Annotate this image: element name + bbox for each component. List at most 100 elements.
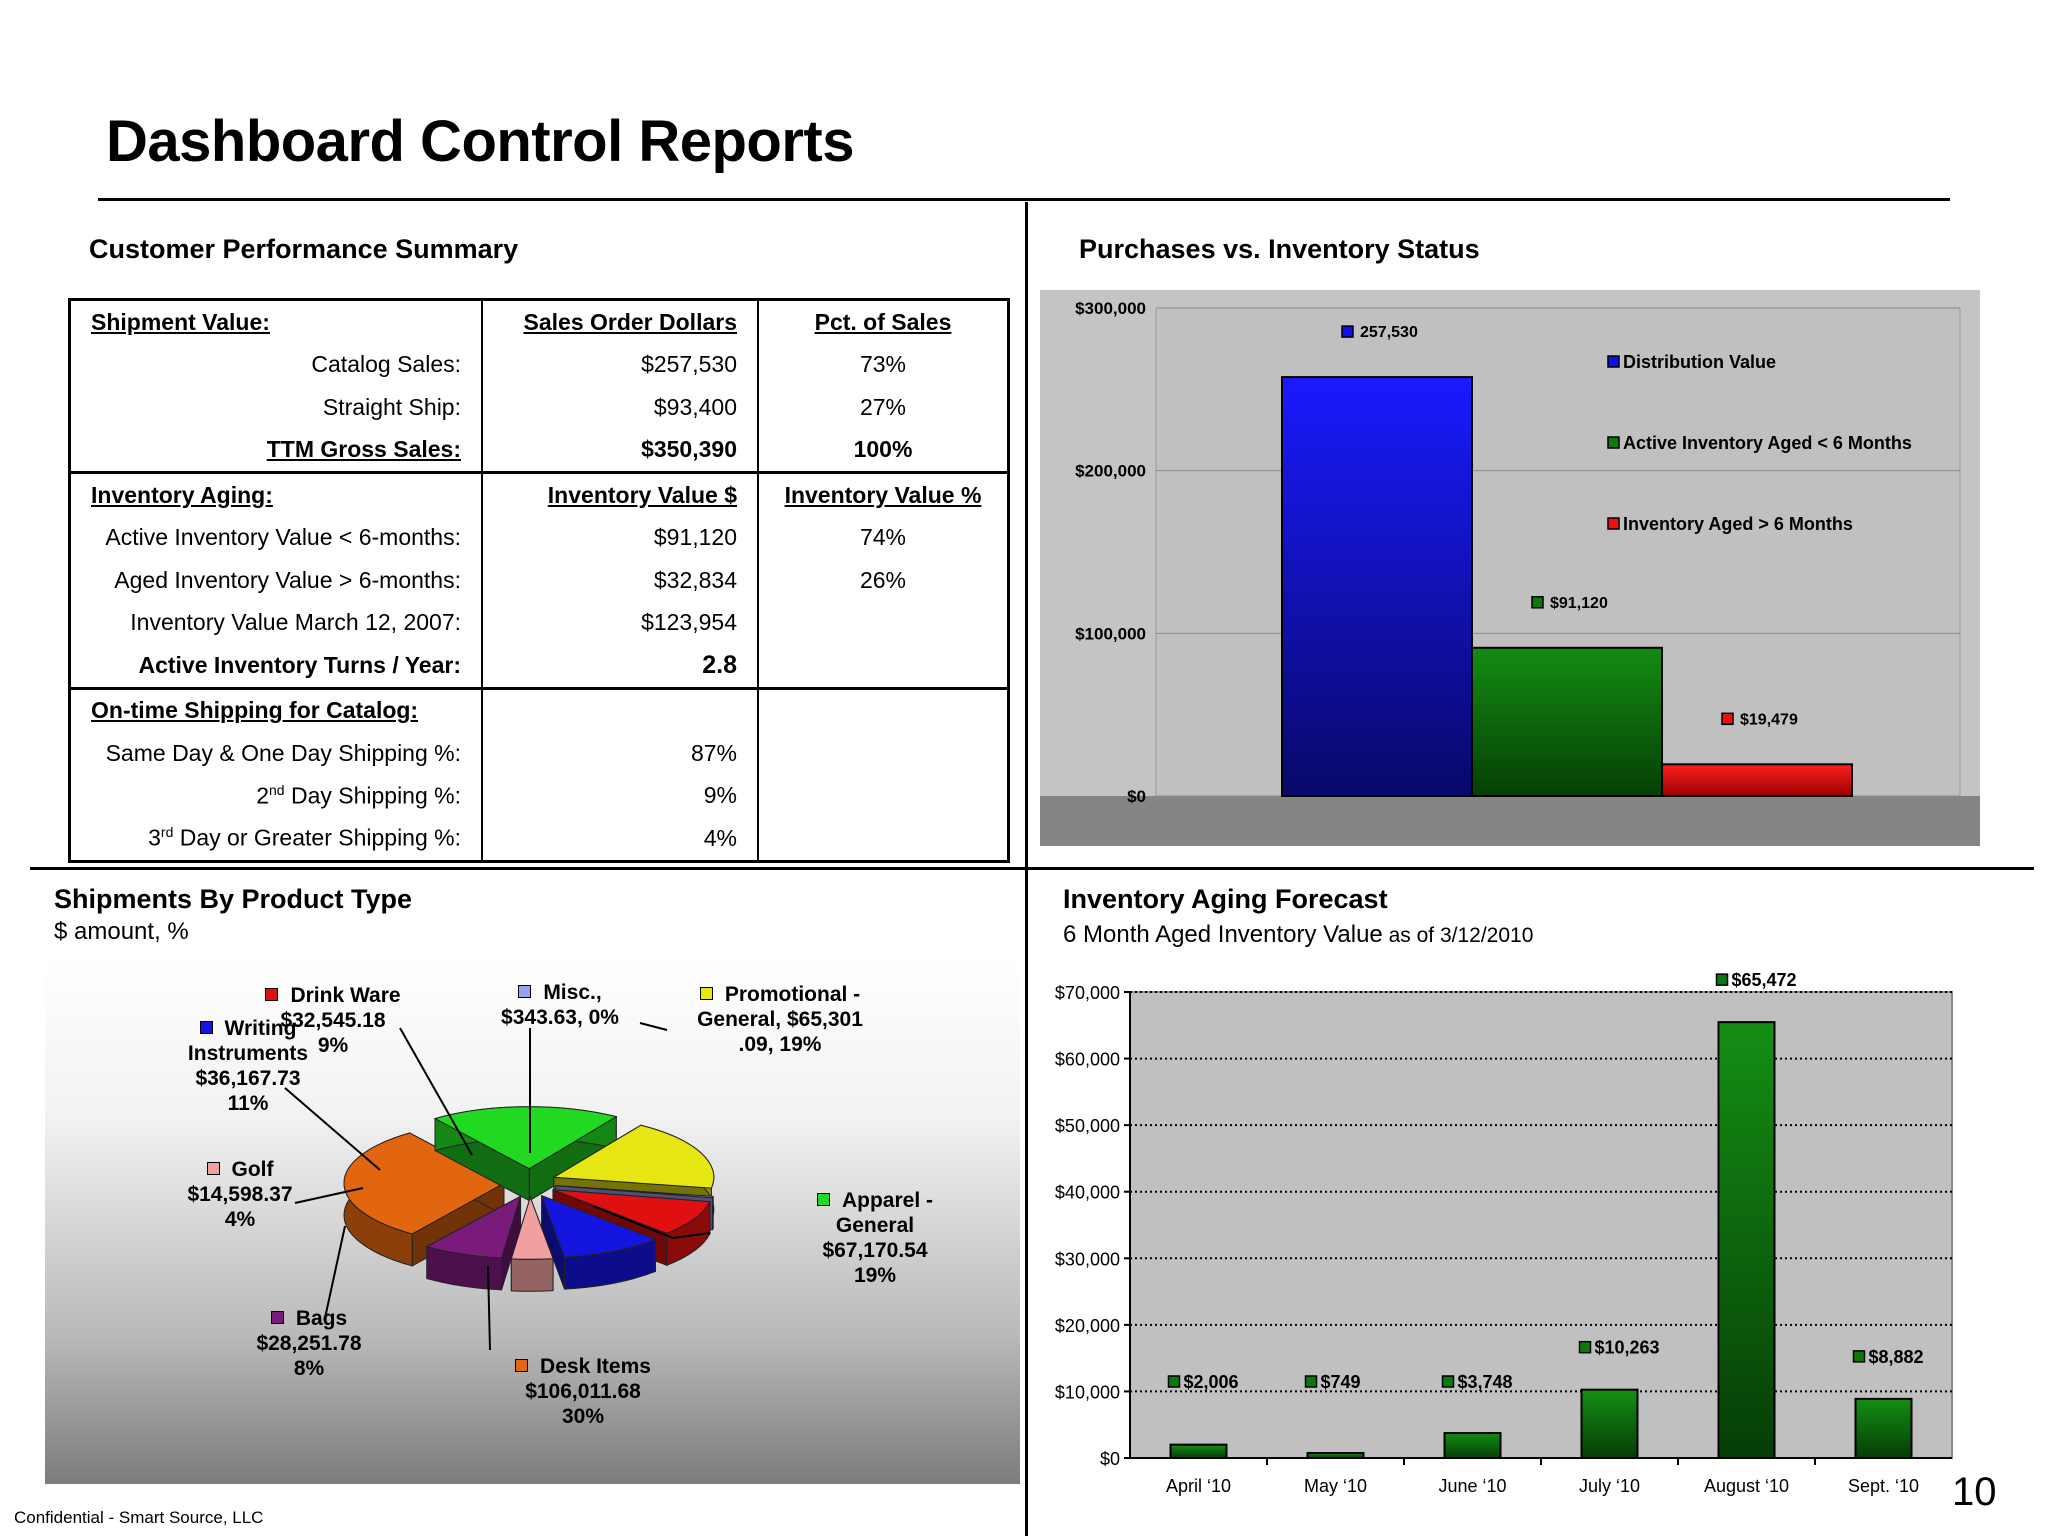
turns-pct: [758, 644, 1009, 688]
label-text: Apparel -: [841, 1189, 933, 1212]
shipments-pie-chart: [284, 1022, 715, 1351]
data-label: $8,882: [1869, 1347, 1924, 1367]
legend-swatch: [515, 1359, 529, 1372]
legend-swatch: [1607, 355, 1620, 368]
page-number: 10: [1952, 1470, 1997, 1514]
label-line: Golf: [155, 1157, 325, 1182]
y-tick-label: $30,000: [1055, 1249, 1120, 1269]
row-value: 4%: [482, 817, 759, 861]
label-num: 2: [256, 782, 269, 809]
table-row: Active Inventory Value < 6-months: $91,1…: [69, 516, 1009, 559]
row-value: $91,120: [482, 516, 759, 559]
y-tick-label: $100,000: [1075, 624, 1146, 643]
legend-swatch: [699, 987, 713, 1000]
data-label-swatch: [1304, 1375, 1318, 1388]
label-line: Misc.,: [480, 980, 640, 1005]
label-line: $343.63, 0%: [501, 1006, 619, 1029]
row-label: 3rd Day or Greater Shipping %:: [69, 817, 483, 861]
legend-swatch: [206, 1162, 220, 1175]
label-line: 8%: [293, 1357, 325, 1380]
legend-label: Distribution Value: [1623, 352, 1776, 372]
label-text: Desk Items: [540, 1355, 651, 1378]
x-tick-label: July ‘10: [1579, 1476, 1640, 1496]
label-line: Desk Items: [488, 1354, 678, 1379]
row-value: 9%: [482, 774, 759, 817]
table-row: Active Inventory Turns / Year: 2.8: [69, 644, 1009, 688]
row-pct: 74%: [859, 524, 907, 551]
x-tick-label: June ‘10: [1438, 1476, 1506, 1496]
pie-slice: [555, 1185, 714, 1199]
plot-area: [1129, 991, 1953, 1459]
data-label: $10,263: [1595, 1338, 1660, 1358]
total-label: TTM Gross Sales:: [69, 428, 483, 473]
label-line: .09, 19%: [738, 1033, 822, 1056]
data-label-swatch: [1167, 1375, 1181, 1388]
pie-label-apparel: Apparel - General $67,170.54 19%: [790, 1188, 960, 1288]
pie-leader-line: [294, 1187, 364, 1204]
chart-floor: [1040, 796, 1980, 846]
data-label: $2,006: [1184, 1372, 1239, 1392]
label-num: 3: [148, 825, 161, 852]
pie-label-misc: Misc., $343.63, 0%: [480, 980, 640, 1030]
y-tick-label: $300,000: [1075, 299, 1146, 318]
row-value: $257,530: [482, 343, 759, 386]
x-tick-label: Sept. ‘10: [1848, 1476, 1919, 1496]
table-row: Inventory Aging: Inventory Value $ Inven…: [69, 471, 1009, 517]
y-tick-label: $0: [1100, 1449, 1120, 1469]
bar: [1854, 1397, 1913, 1459]
table-row: TTM Gross Sales: $350,390 100%: [69, 428, 1009, 473]
pie-label-drink-ware: Drink Ware $32,545.18 9%: [248, 983, 418, 1058]
pie-slice: [540, 1194, 657, 1258]
page-title: Dashboard Control Reports: [106, 109, 855, 174]
label-ordinal: nd: [268, 781, 285, 798]
label-line: 4%: [224, 1208, 256, 1231]
aging-forecast-title: Inventory Aging Forecast: [1063, 884, 1388, 914]
bar: [1580, 1388, 1639, 1459]
label-line: Apparel -: [790, 1188, 960, 1213]
pie-slice: [552, 1124, 715, 1189]
shipping-header: On-time Shipping for Catalog:: [69, 686, 483, 732]
total-value: $350,390: [482, 428, 759, 473]
y-tick-label: $50,000: [1055, 1116, 1120, 1136]
total-pct: 100%: [853, 436, 913, 463]
data-label: $91,120: [1550, 595, 1608, 612]
subtitle-small: as of 3/12/2010: [1382, 924, 1534, 947]
row-label: Inventory Value March 12, 2007:: [69, 601, 483, 644]
table-row: On-time Shipping for Catalog:: [69, 686, 1009, 732]
aging-forecast-subtitle: 6 Month Aged Inventory Value as of 3/12/…: [1063, 921, 1533, 949]
row-value: [482, 686, 759, 732]
row-pct: [758, 775, 1009, 818]
bar: [1661, 763, 1853, 797]
data-label-swatch: [1715, 973, 1729, 986]
y-tick-label: $200,000: [1075, 462, 1146, 481]
row-pct: [758, 686, 1009, 732]
inventory-header: Inventory Aging:: [69, 471, 483, 517]
pie-label-golf: Golf $14,598.37 4%: [155, 1157, 325, 1232]
legend-label: Active Inventory Aged < 6 Months: [1623, 433, 1912, 453]
label-text: Bags: [295, 1307, 348, 1330]
pie-leader-line: [324, 1225, 346, 1319]
row-label: Aged Inventory Value > 6-months:: [69, 559, 483, 602]
row-pct: [758, 602, 1009, 645]
label-line: Promotional -: [680, 982, 880, 1007]
y-tick-label: $0: [1127, 787, 1146, 806]
label-line: $36,167.73: [195, 1067, 301, 1090]
pie-leader-line: [399, 1027, 473, 1156]
data-label-swatch: [1441, 1375, 1455, 1388]
bar: [1306, 1452, 1365, 1459]
pie-label-promotional: Promotional - General, $65,301 .09, 19%: [680, 982, 880, 1057]
label-text: Day Shipping %:: [284, 782, 461, 809]
row-value: 87%: [482, 732, 759, 775]
data-label: 257,530: [1360, 324, 1418, 341]
purchases-chart: $0 $100,000 $200,000 $300,000 257,530 $91,120…: [1040, 290, 1980, 846]
label-text: Writing: [224, 1017, 297, 1040]
title-divider: [98, 198, 1950, 201]
pie-slice-edge: [510, 1258, 554, 1292]
pie-leader-line: [592, 1205, 711, 1240]
footer-confidential: Confidential - Smart Source, LLC: [14, 1508, 264, 1527]
row-label: Straight Ship:: [69, 386, 483, 429]
shipments-pie-subtitle: $ amount, %: [54, 918, 189, 945]
row-pct: [758, 732, 1009, 775]
shipments-pie-title: Shipments By Product Type: [54, 884, 413, 914]
turns-label: Active Inventory Turns / Year:: [69, 644, 483, 688]
